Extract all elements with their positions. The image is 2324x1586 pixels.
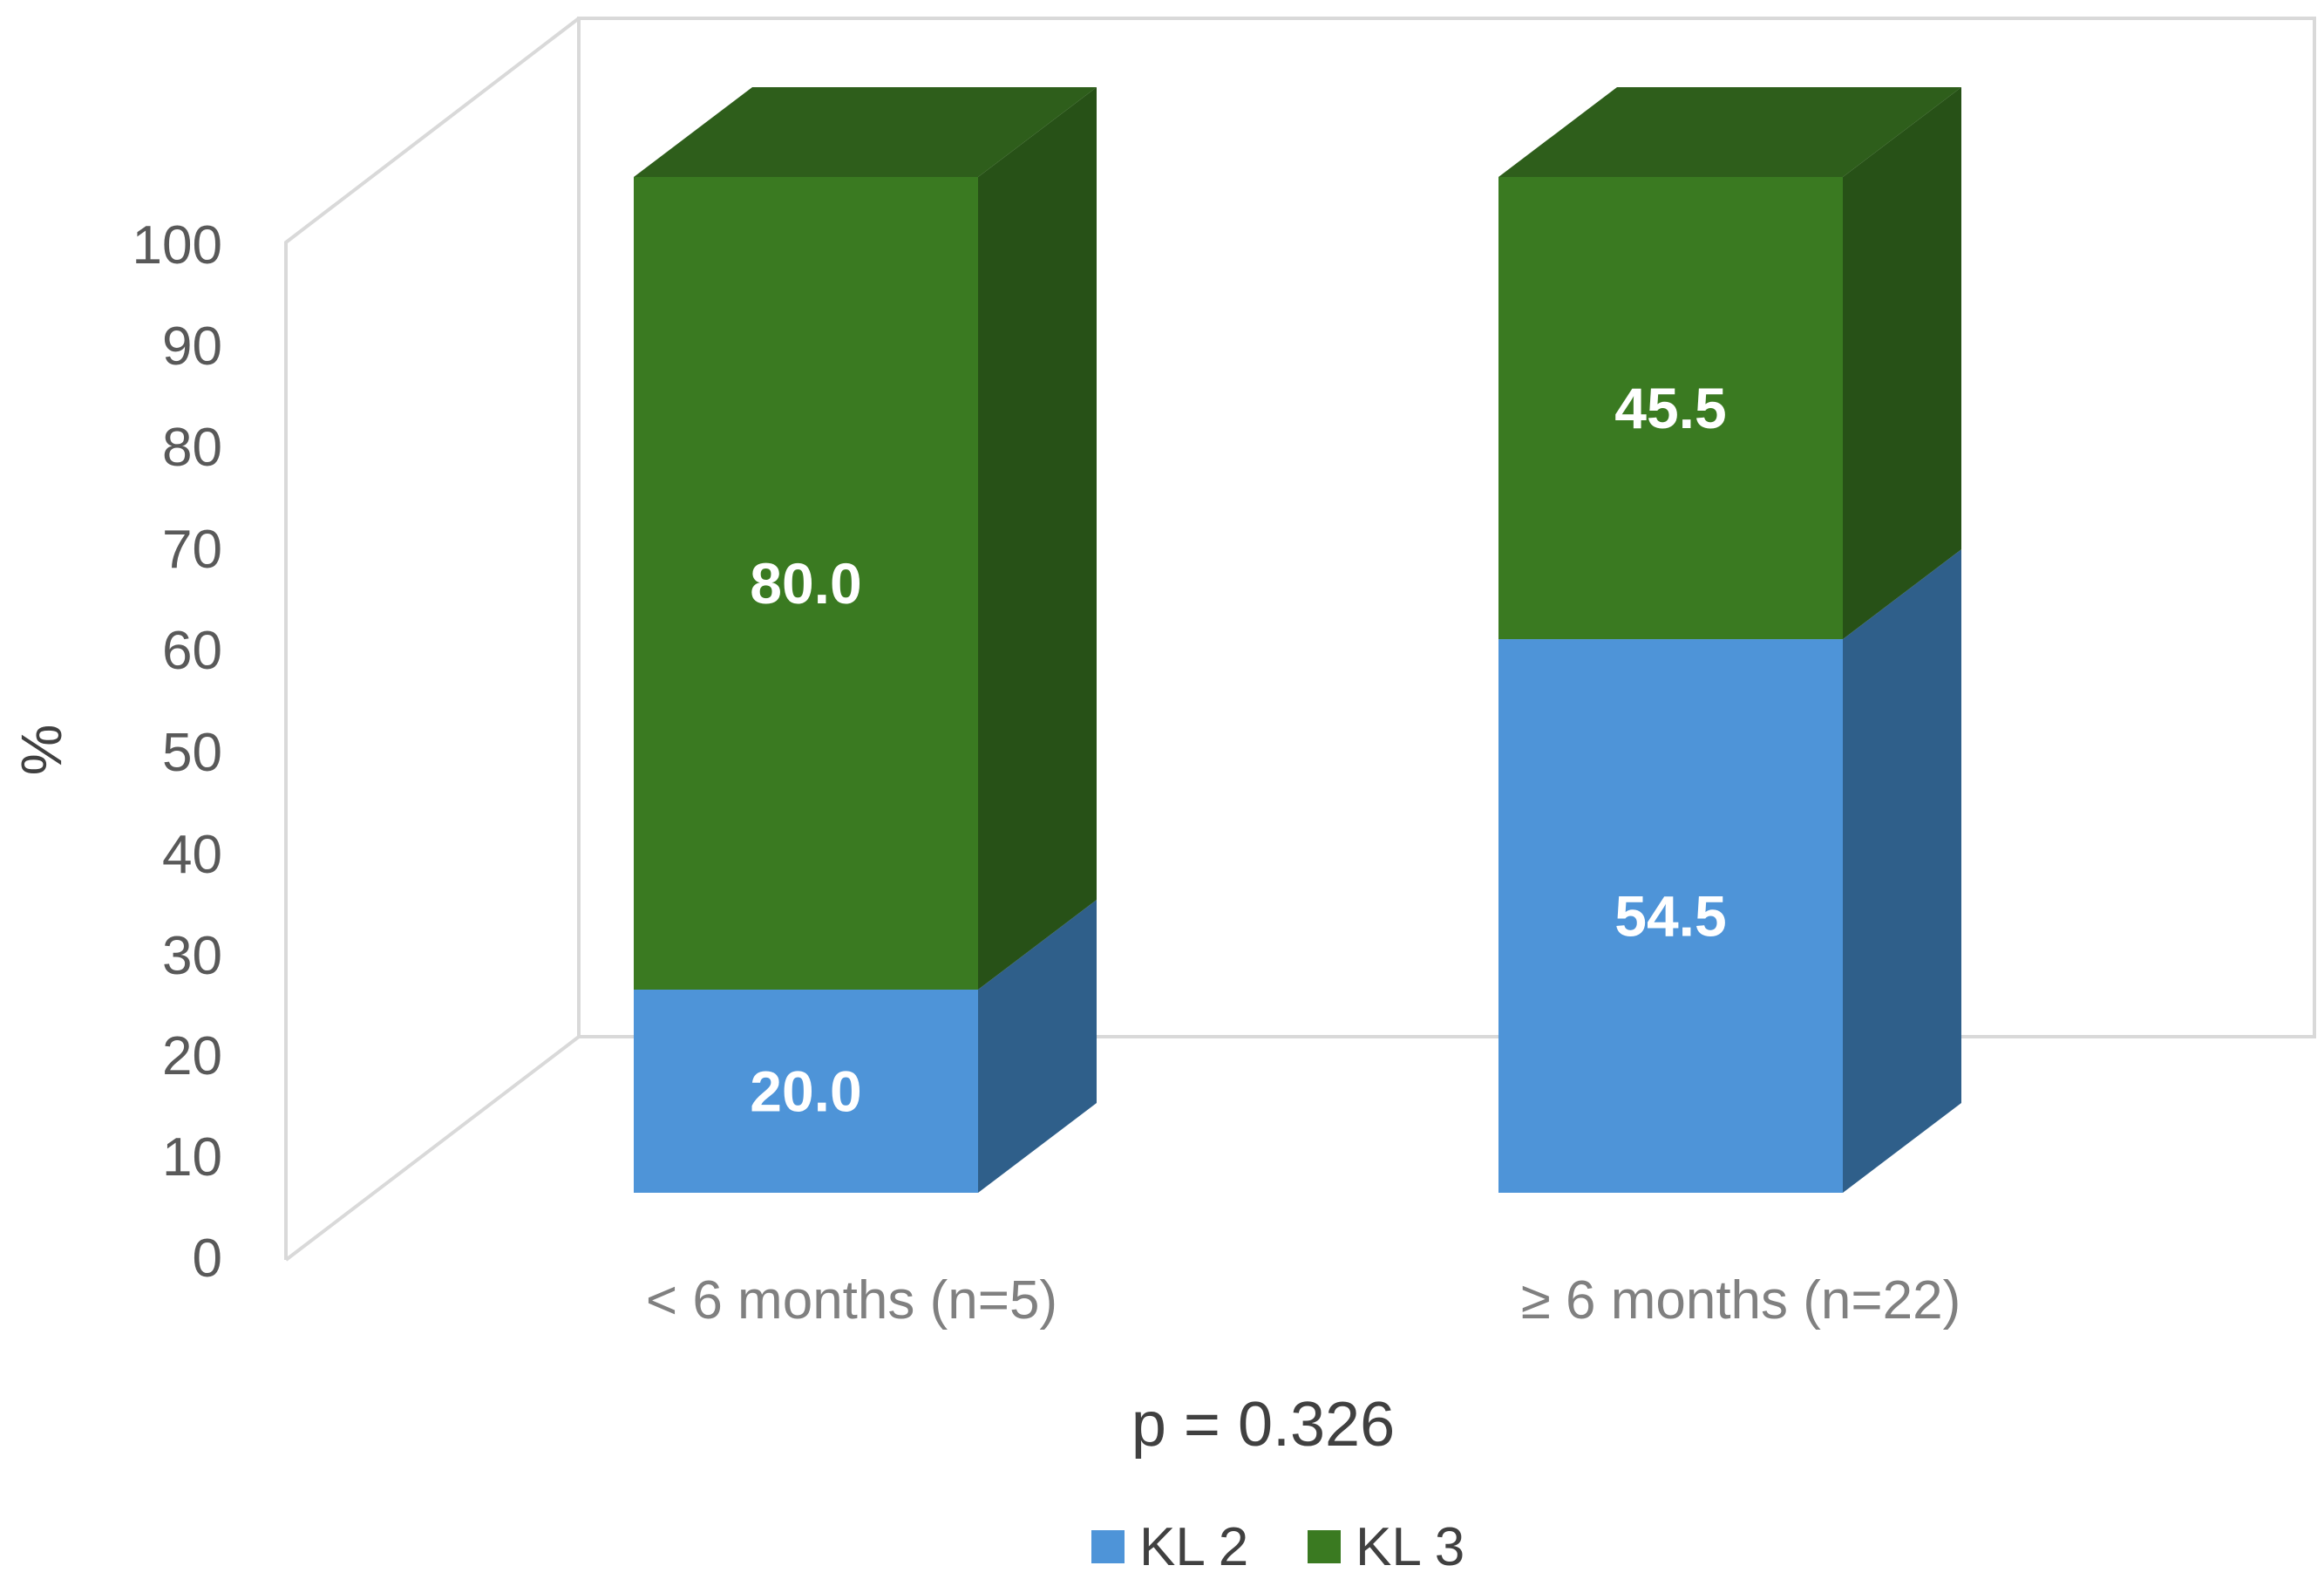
legend-item-kl-2: KL 2 xyxy=(1091,1517,1248,1577)
legend-label: KL 2 xyxy=(1139,1517,1248,1577)
y-tick-label: 100 xyxy=(133,215,222,276)
legend-swatch xyxy=(1091,1530,1125,1563)
back-wall xyxy=(284,17,2316,1262)
y-tick-label: 10 xyxy=(162,1127,222,1188)
bar-front xyxy=(634,177,978,990)
legend-item-kl-3: KL 3 xyxy=(1308,1517,1464,1577)
y-tick-label: 40 xyxy=(162,825,222,885)
y-tick-label: 50 xyxy=(162,723,222,783)
bar-side xyxy=(978,900,1097,1193)
x-axis: < 6 months (n=5) ≥ 6 months (n=22) xyxy=(646,1270,1960,1331)
bar-side xyxy=(978,87,1097,990)
y-tick-label: 30 xyxy=(162,926,222,986)
x-category-label: ≥ 6 months (n=22) xyxy=(1521,1270,1960,1331)
side-wall xyxy=(284,17,581,1260)
y-tick-label: 60 xyxy=(162,621,222,681)
data-label: 20.0 xyxy=(750,1059,861,1124)
y-tick-label: 20 xyxy=(162,1026,222,1086)
y-tick-label: 0 xyxy=(193,1229,222,1289)
x-category-label: < 6 months (n=5) xyxy=(646,1270,1057,1331)
bar-front xyxy=(1498,177,1843,640)
bar-segment-kl-2: 54.5 xyxy=(1498,549,1961,1193)
bar-segment-kl-2: 20.0 xyxy=(634,900,1097,1193)
bar-top xyxy=(634,87,1097,177)
bar-front xyxy=(1498,639,1843,1193)
bar-side xyxy=(1843,87,1961,640)
y-tick-label: 90 xyxy=(162,317,222,377)
data-label: 80.0 xyxy=(750,551,861,616)
bar-segment-kl-3: 45.5 xyxy=(1498,87,1961,640)
bar-front xyxy=(634,990,978,1193)
y-tick-label: 80 xyxy=(162,418,222,478)
y-tick-label: 70 xyxy=(162,520,222,580)
legend: KL 2 KL 3 xyxy=(1091,1517,1464,1577)
y-axis-title: % xyxy=(9,725,73,776)
legend-label: KL 3 xyxy=(1356,1517,1464,1577)
y-axis: 0 10 20 30 40 50 60 70 80 90 100 xyxy=(133,215,222,1289)
legend-swatch xyxy=(1308,1530,1341,1563)
bars: 20.0 80.0 54.5 45.5 xyxy=(634,87,1961,1193)
bar-segment-kl-3: 80.0 xyxy=(634,87,1097,990)
data-label: 54.5 xyxy=(1614,884,1726,949)
data-label: 45.5 xyxy=(1614,376,1726,440)
bar-side xyxy=(1843,549,1961,1193)
bar-top xyxy=(1498,87,1961,177)
p-value-annotation: p = 0.326 xyxy=(1131,1390,1395,1460)
chart-walls xyxy=(284,17,2316,1262)
